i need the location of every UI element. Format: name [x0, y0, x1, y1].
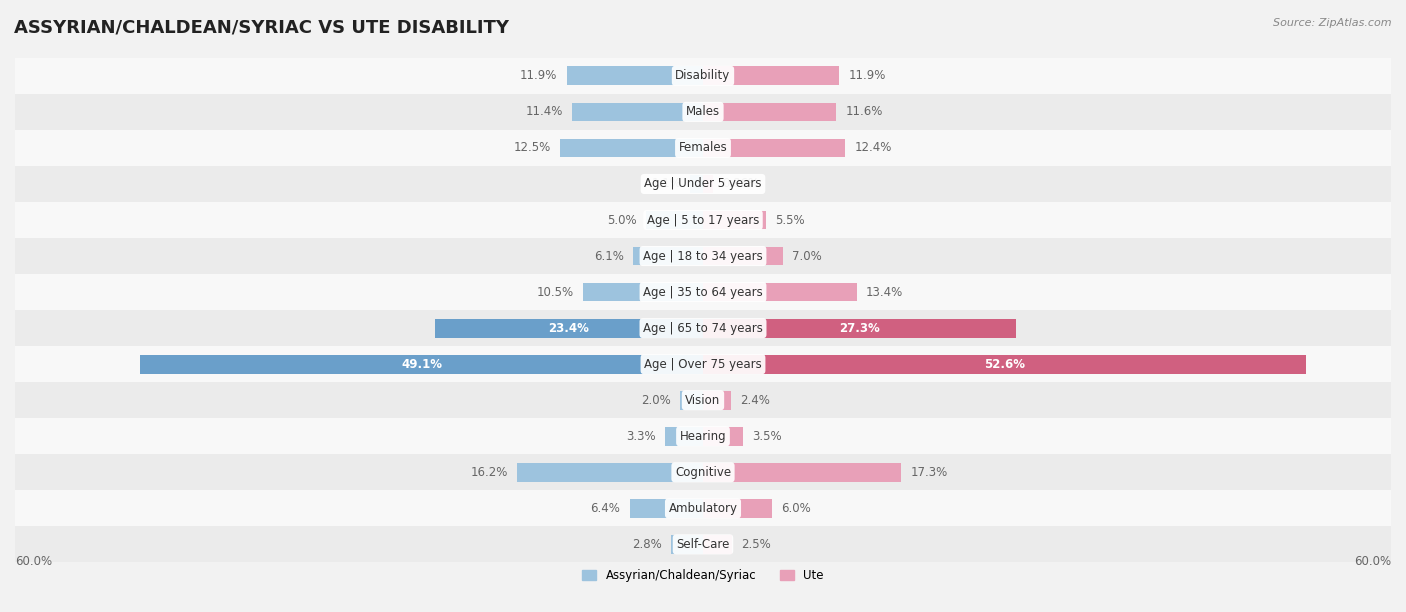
Bar	[703, 463, 901, 482]
Bar	[15, 382, 1391, 418]
Text: 7.0%: 7.0%	[793, 250, 823, 263]
Bar	[572, 103, 703, 121]
Bar	[517, 463, 703, 482]
Text: 1.1%: 1.1%	[651, 177, 682, 190]
Text: 13.4%: 13.4%	[866, 286, 903, 299]
Bar	[703, 391, 731, 409]
Text: Age | 18 to 34 years: Age | 18 to 34 years	[643, 250, 763, 263]
Text: ASSYRIAN/CHALDEAN/SYRIAC VS UTE DISABILITY: ASSYRIAN/CHALDEAN/SYRIAC VS UTE DISABILI…	[14, 18, 509, 36]
Text: 52.6%: 52.6%	[984, 357, 1025, 371]
Bar	[703, 499, 772, 518]
Text: Hearing: Hearing	[679, 430, 727, 442]
Text: Age | 5 to 17 years: Age | 5 to 17 years	[647, 214, 759, 226]
Bar	[633, 247, 703, 266]
Text: 60.0%: 60.0%	[1354, 555, 1391, 568]
Bar	[434, 319, 703, 337]
Text: 49.1%: 49.1%	[401, 357, 441, 371]
Text: 2.0%: 2.0%	[641, 394, 671, 407]
Text: Age | Under 5 years: Age | Under 5 years	[644, 177, 762, 190]
Text: 16.2%: 16.2%	[471, 466, 508, 479]
Text: 2.5%: 2.5%	[741, 538, 770, 551]
Bar	[645, 211, 703, 230]
Text: 10.5%: 10.5%	[536, 286, 574, 299]
Text: Age | Over 75 years: Age | Over 75 years	[644, 357, 762, 371]
Bar	[15, 58, 1391, 94]
Bar	[703, 138, 845, 157]
Bar	[690, 174, 703, 193]
Text: 12.5%: 12.5%	[513, 141, 551, 154]
Bar	[15, 94, 1391, 130]
Text: 12.4%: 12.4%	[855, 141, 891, 154]
Text: 17.3%: 17.3%	[911, 466, 948, 479]
Bar	[703, 283, 856, 302]
Bar	[582, 283, 703, 302]
Bar	[703, 535, 731, 554]
Text: 2.4%: 2.4%	[740, 394, 769, 407]
Bar	[681, 391, 703, 409]
Text: Males: Males	[686, 105, 720, 118]
Bar	[703, 319, 1017, 337]
Bar	[703, 355, 1306, 373]
Bar	[15, 418, 1391, 454]
Bar	[671, 535, 703, 554]
Bar	[141, 355, 703, 373]
Bar	[15, 310, 1391, 346]
Text: 5.5%: 5.5%	[775, 214, 804, 226]
Text: Ambulatory: Ambulatory	[668, 502, 738, 515]
Bar	[703, 103, 837, 121]
Text: 3.3%: 3.3%	[626, 430, 657, 442]
Bar	[15, 274, 1391, 310]
Text: Cognitive: Cognitive	[675, 466, 731, 479]
Bar	[15, 202, 1391, 238]
Bar	[15, 490, 1391, 526]
Text: 60.0%: 60.0%	[15, 555, 52, 568]
Text: Self-Care: Self-Care	[676, 538, 730, 551]
Text: Source: ZipAtlas.com: Source: ZipAtlas.com	[1274, 18, 1392, 28]
Bar	[15, 454, 1391, 490]
Bar	[630, 499, 703, 518]
Text: 0.86%: 0.86%	[723, 177, 759, 190]
Bar	[15, 526, 1391, 562]
Bar	[665, 427, 703, 446]
Bar	[560, 138, 703, 157]
Text: Disability: Disability	[675, 69, 731, 83]
Bar	[15, 166, 1391, 202]
Bar	[567, 67, 703, 85]
Text: 6.4%: 6.4%	[591, 502, 620, 515]
Bar	[703, 67, 839, 85]
Text: 11.9%: 11.9%	[520, 69, 557, 83]
Text: Females: Females	[679, 141, 727, 154]
Text: 11.9%: 11.9%	[849, 69, 886, 83]
Legend: Assyrian/Chaldean/Syriac, Ute: Assyrian/Chaldean/Syriac, Ute	[578, 564, 828, 587]
Bar	[15, 238, 1391, 274]
Text: 23.4%: 23.4%	[548, 322, 589, 335]
Text: 5.0%: 5.0%	[607, 214, 637, 226]
Bar	[703, 211, 766, 230]
Bar	[703, 427, 744, 446]
Text: 11.6%: 11.6%	[845, 105, 883, 118]
Text: 27.3%: 27.3%	[839, 322, 880, 335]
Bar	[15, 130, 1391, 166]
Bar	[703, 174, 713, 193]
Text: 6.1%: 6.1%	[593, 250, 624, 263]
Text: Vision: Vision	[685, 394, 721, 407]
Text: Age | 65 to 74 years: Age | 65 to 74 years	[643, 322, 763, 335]
Text: 6.0%: 6.0%	[780, 502, 811, 515]
Bar	[703, 247, 783, 266]
Text: Age | 35 to 64 years: Age | 35 to 64 years	[643, 286, 763, 299]
Bar	[15, 346, 1391, 382]
Text: 3.5%: 3.5%	[752, 430, 782, 442]
Text: 2.8%: 2.8%	[631, 538, 662, 551]
Text: 11.4%: 11.4%	[526, 105, 564, 118]
